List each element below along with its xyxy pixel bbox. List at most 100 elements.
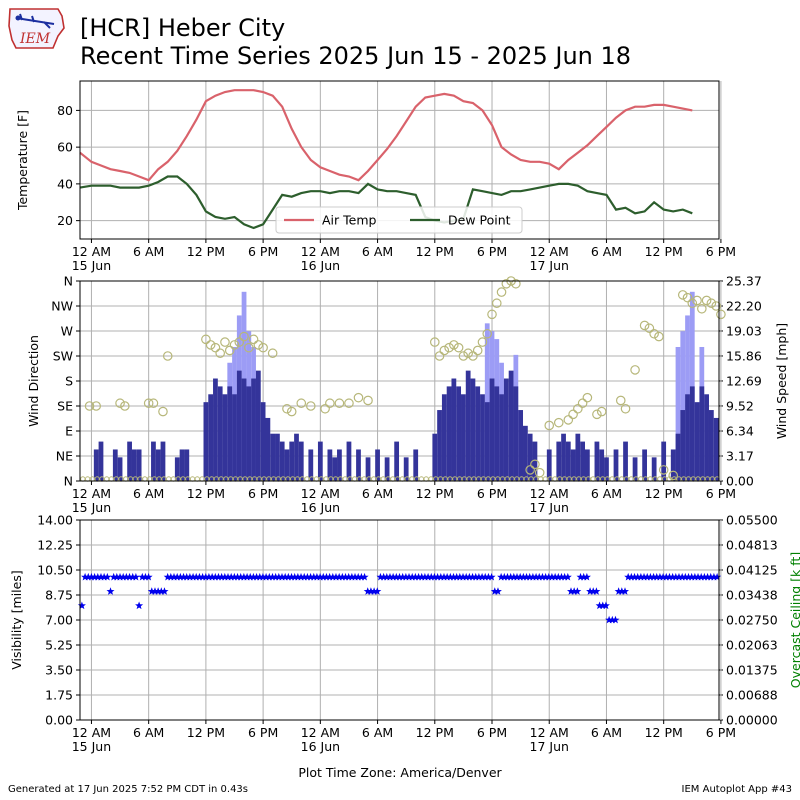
wind-direction-marker xyxy=(282,403,292,414)
wind-speed-bar xyxy=(394,441,400,481)
visibility-marker xyxy=(100,572,109,581)
visibility-marker xyxy=(185,572,194,581)
visibility-marker xyxy=(90,572,99,581)
visibility-marker xyxy=(373,587,382,595)
wind-direction-marker xyxy=(234,337,245,347)
visibility-marker xyxy=(516,572,525,581)
visibility-marker xyxy=(370,587,379,595)
wind-speed-bar xyxy=(465,370,471,481)
visibility-marker xyxy=(624,572,633,581)
wind-direction-marker xyxy=(630,365,640,375)
visibility-marker xyxy=(338,572,347,581)
wind-speed-bar xyxy=(494,386,500,481)
wind-direction-marker xyxy=(677,290,688,300)
visibility-marker xyxy=(154,587,163,595)
visibility-marker xyxy=(519,572,528,581)
wind-direction-marker xyxy=(573,403,583,414)
wind-direction-marker xyxy=(482,328,493,339)
visibility-marker xyxy=(189,572,198,581)
visibility-marker xyxy=(163,572,172,581)
wind-speed-bar xyxy=(699,386,705,481)
y-tick-label: 1.75 xyxy=(45,688,73,703)
logo-text: IEM xyxy=(19,31,51,47)
visibility-marker xyxy=(258,572,267,581)
x-tick-label: 6 AM xyxy=(362,486,393,501)
wind-direction-marker xyxy=(353,392,364,403)
wind-speed-bar xyxy=(217,386,223,481)
wind-speed-bar xyxy=(112,449,118,481)
x-tick-label: 12 AM xyxy=(530,725,569,740)
visibility-marker xyxy=(93,572,102,581)
visibility-marker xyxy=(392,572,401,581)
visibility-marker xyxy=(703,572,712,581)
visibility-marker xyxy=(87,572,96,581)
y-tick-label: 14.00 xyxy=(37,513,73,528)
x-tick-label: 12 PM xyxy=(416,725,454,740)
wind-speed-bar xyxy=(236,370,242,481)
wind-speed-bar xyxy=(136,449,142,481)
visibility-marker xyxy=(557,572,566,581)
wind-speed-bar xyxy=(532,441,538,481)
wind-speed-bar xyxy=(117,457,123,481)
wind-direction-marker xyxy=(491,298,502,309)
x-tick-label: 6 AM xyxy=(591,725,622,740)
visibility-marker xyxy=(541,572,550,581)
y-tick-label: 12.25 xyxy=(37,538,73,553)
wind-speed-bar xyxy=(499,394,504,481)
wind-speed-bar xyxy=(160,441,166,481)
visibility-marker xyxy=(306,572,315,581)
wind-direction-marker xyxy=(320,403,330,414)
visibility-marker xyxy=(119,572,128,581)
wind-speed-bar xyxy=(518,410,524,481)
wind-speed-bar xyxy=(332,457,338,481)
wind-direction-marker xyxy=(120,401,130,411)
visibility-marker xyxy=(503,572,512,581)
visibility-marker xyxy=(233,572,242,581)
y-tick-label: 10.50 xyxy=(37,563,73,578)
wind-direction-marker xyxy=(248,334,259,345)
visibility-marker xyxy=(586,587,594,595)
x-tick-label: 12 PM xyxy=(416,486,454,501)
wind-speed-bar xyxy=(599,449,605,481)
wind-direction-marker xyxy=(253,340,264,350)
y-tick-label: SE xyxy=(57,399,73,414)
visibility-marker xyxy=(112,572,121,581)
visibility-marker xyxy=(401,572,410,581)
wind-speed-bar xyxy=(575,433,581,481)
y-right-tick-label: 6.34 xyxy=(726,424,754,439)
wind-direction-marker xyxy=(158,406,168,417)
visibility-marker xyxy=(532,572,541,581)
visibility-marker xyxy=(709,572,718,581)
visibility-marker xyxy=(205,572,213,581)
wind-direction-marker xyxy=(658,465,669,475)
x-tick-label: 12 AM xyxy=(530,244,569,259)
visibility-marker xyxy=(598,601,607,610)
wind-speed-bar xyxy=(475,386,481,481)
wind-direction-marker xyxy=(220,337,230,347)
visibility-marker xyxy=(573,587,582,595)
wind-speed-bar xyxy=(289,441,295,481)
wind-speed-bar xyxy=(704,394,709,481)
wind-direction-marker xyxy=(344,398,354,409)
wind-speed-bar xyxy=(208,394,214,481)
visibility-marker xyxy=(700,572,709,581)
wind-direction-marker xyxy=(496,287,507,297)
wind-direction-marker xyxy=(668,470,679,481)
visibility-marker xyxy=(411,572,420,581)
visibility-marker xyxy=(192,572,201,581)
visibility-marker xyxy=(630,572,639,581)
visibility-marker xyxy=(297,572,305,581)
visibility-marker xyxy=(417,572,426,581)
x-tick-label: 12 PM xyxy=(645,725,683,740)
visibility-marker xyxy=(494,587,502,595)
y-right-tick-label: 22.20 xyxy=(726,298,762,313)
wind-direction-marker xyxy=(563,415,574,425)
x-tick-label: 12 PM xyxy=(187,486,225,501)
visibility-marker xyxy=(239,572,248,581)
visibility-marker xyxy=(649,572,658,581)
wind-direction-marker xyxy=(544,420,555,431)
wind-speed-bar xyxy=(613,449,619,481)
x-tick-label: 6 PM xyxy=(248,244,278,259)
wind-speed-bar xyxy=(670,449,676,481)
wind-speed-bar xyxy=(260,402,266,481)
